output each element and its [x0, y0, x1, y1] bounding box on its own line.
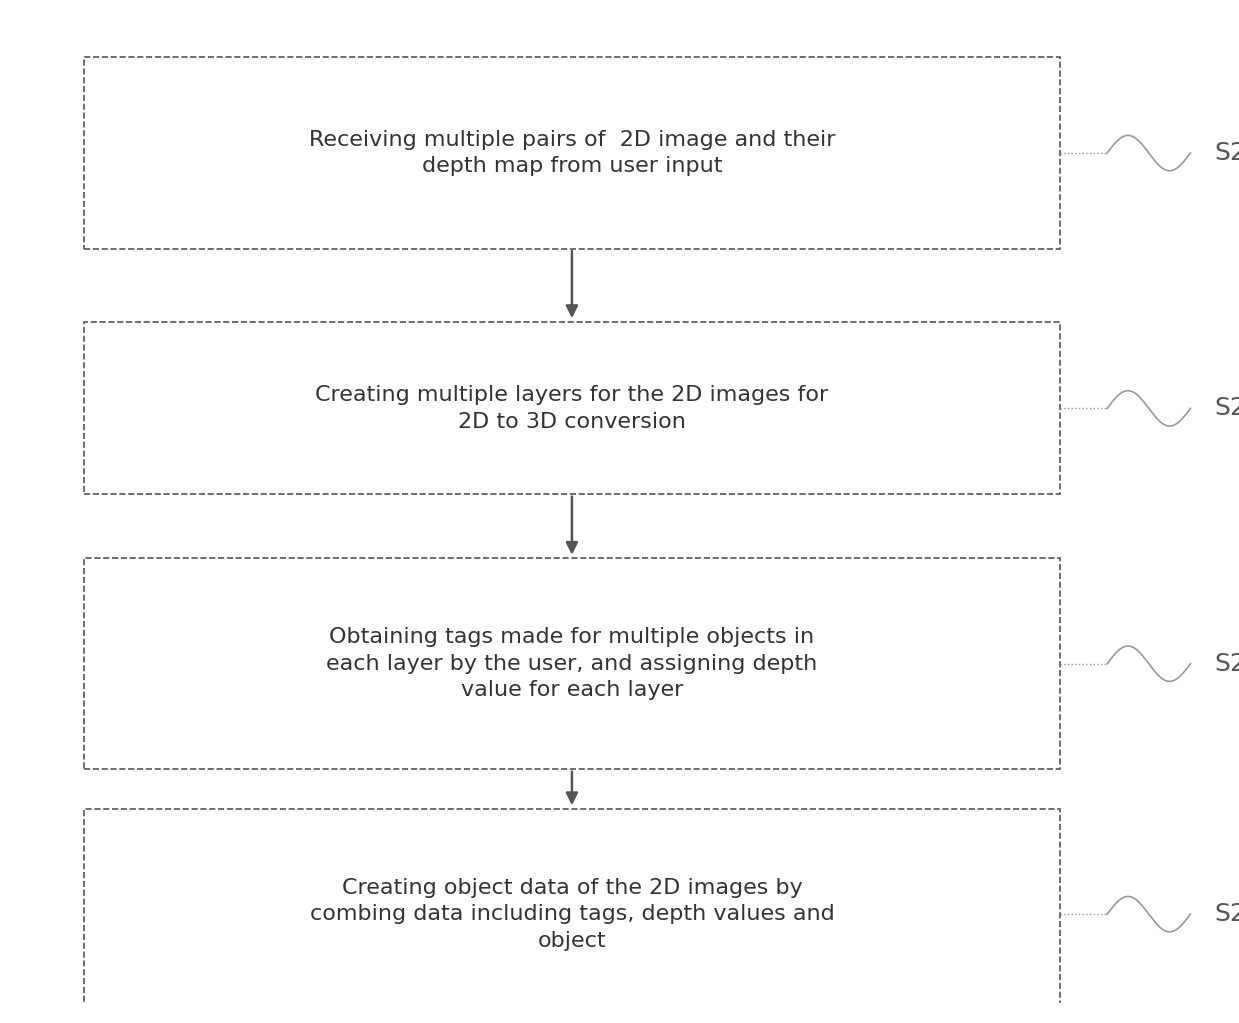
- Text: S2012: S2012: [1214, 396, 1239, 420]
- FancyBboxPatch shape: [84, 559, 1059, 769]
- Text: Creating object data of the 2D images by
combing data including tags, depth valu: Creating object data of the 2D images by…: [310, 878, 834, 950]
- FancyBboxPatch shape: [84, 322, 1059, 494]
- Text: S2013: S2013: [1214, 652, 1239, 676]
- Text: Receiving multiple pairs of  2D image and their
depth map from user input: Receiving multiple pairs of 2D image and…: [309, 130, 835, 176]
- Text: S2014: S2014: [1214, 902, 1239, 926]
- Text: Obtaining tags made for multiple objects in
each layer by the user, and assignin: Obtaining tags made for multiple objects…: [326, 627, 818, 700]
- FancyBboxPatch shape: [84, 57, 1059, 249]
- FancyBboxPatch shape: [84, 808, 1059, 1020]
- Text: Creating multiple layers for the 2D images for
2D to 3D conversion: Creating multiple layers for the 2D imag…: [315, 386, 829, 432]
- Text: S2011: S2011: [1214, 141, 1239, 165]
